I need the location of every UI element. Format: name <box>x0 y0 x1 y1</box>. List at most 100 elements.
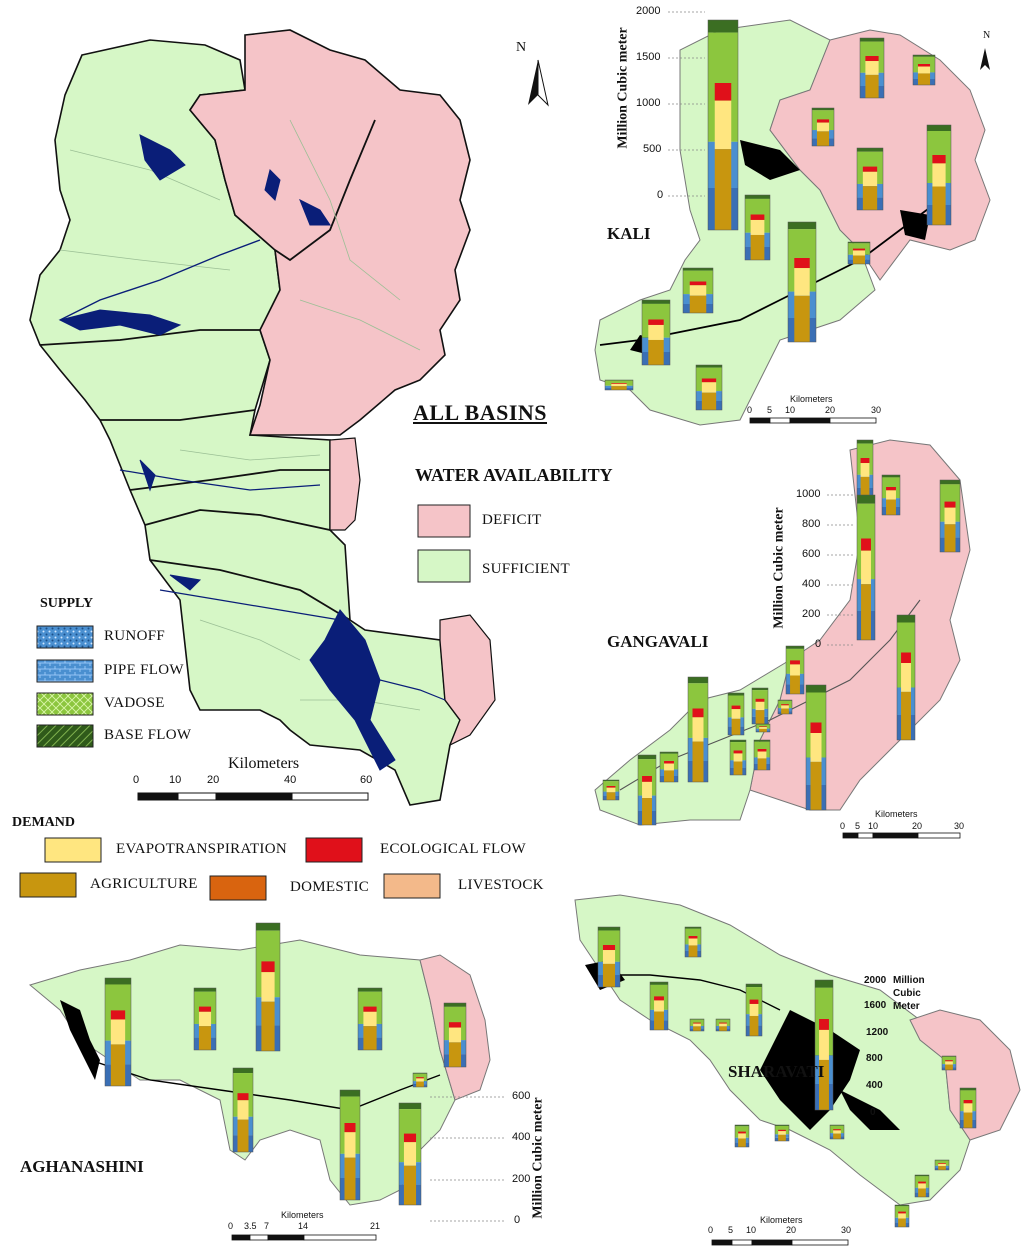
bar-segment <box>932 155 946 164</box>
bar-segment <box>757 758 767 770</box>
bar-segment <box>198 1011 212 1027</box>
agriculture-label: AGRICULTURE <box>90 876 198 892</box>
bar-segment <box>938 1163 946 1164</box>
glyph-outline <box>934 1159 950 1171</box>
bar-segment <box>602 945 616 951</box>
bar-segment <box>654 1000 664 1012</box>
bar-segment <box>898 1211 906 1214</box>
bar-segment <box>730 740 746 743</box>
glyph-outline <box>255 922 281 1052</box>
sharavati-axis-label-line: Million <box>893 975 925 986</box>
sharavati-deficit-region <box>909 1009 1021 1141</box>
bar-segment <box>611 386 627 390</box>
bar-segment <box>810 761 822 810</box>
glyph-outline <box>753 739 771 771</box>
supply-demand-glyph <box>959 1087 977 1129</box>
bar-segment <box>363 1026 377 1050</box>
bar-segment <box>852 255 866 264</box>
glyph-outline <box>689 1018 705 1032</box>
bar-segment <box>901 652 911 663</box>
bar-segment <box>696 365 722 368</box>
glyph-outline <box>659 751 679 783</box>
bar-segment <box>714 83 732 101</box>
supply-demand-glyph <box>232 1067 254 1153</box>
bar-segment <box>945 1064 953 1070</box>
vadose-label: VADOSE <box>104 695 165 711</box>
glyph-outline <box>695 364 723 411</box>
kali-axis-label: Million Cubic meter <box>615 27 631 149</box>
bar-segment <box>757 751 767 759</box>
bar-segment <box>913 55 935 57</box>
bar-segment <box>945 1060 953 1062</box>
basin-boundaries <box>39 119 376 621</box>
glyph-outline <box>104 977 132 1087</box>
bar-segment <box>448 1027 462 1043</box>
bar-segment <box>918 1183 926 1189</box>
bar-segment <box>344 1132 356 1158</box>
bar-segment <box>794 268 810 296</box>
bar-segment <box>683 268 713 271</box>
supply-demand-glyph <box>847 241 871 265</box>
supply-demand-glyph <box>412 1072 428 1088</box>
bar-segment <box>860 476 870 500</box>
bar-segment <box>650 982 668 985</box>
bar-segment <box>895 1205 909 1207</box>
bar-segment <box>963 1112 973 1128</box>
gangavali-axis-tick: 600 <box>802 548 821 560</box>
supply-demand-glyph <box>729 739 747 776</box>
supply-demand-bars <box>104 19 977 1228</box>
runoff-label: RUNOFF <box>104 628 165 644</box>
bar-segment <box>738 1133 746 1139</box>
bar-segment <box>444 1003 466 1007</box>
kali-scale-tick: 20 <box>825 405 836 415</box>
supply-demand-glyph <box>687 676 709 783</box>
aghanashini-scale-tick: 14 <box>298 1221 309 1231</box>
glyph-outline <box>682 267 714 314</box>
bar-segment <box>852 250 866 256</box>
bar-segment <box>781 708 789 714</box>
bar-segment <box>603 780 619 782</box>
main-scale-tick: 10 <box>169 774 182 786</box>
bar-segment <box>344 1157 356 1200</box>
glyph-outline <box>649 981 669 1031</box>
bar-segment <box>654 996 664 1001</box>
aghanashini-scale-tick: 7 <box>264 1221 270 1231</box>
glyph-outline <box>744 194 771 261</box>
agriculture-swatch <box>19 872 77 898</box>
glyph-outline <box>774 1124 790 1142</box>
supply-demand-glyph <box>859 37 885 99</box>
glyph-outline <box>755 723 771 733</box>
glyph-outline <box>637 754 657 826</box>
supply-demand-glyph <box>715 1018 731 1032</box>
bar-segment <box>664 761 674 764</box>
glyph-outline <box>684 926 702 958</box>
bar-segment <box>942 1056 956 1057</box>
bar-segment <box>781 704 789 706</box>
bar-segment <box>733 761 743 775</box>
supply-demand-glyph <box>727 692 745 736</box>
bar-segment <box>810 733 822 762</box>
bar-segment <box>233 1068 253 1074</box>
glyph-outline <box>912 54 936 86</box>
vadose-swatch <box>36 692 94 716</box>
bar-segment <box>865 74 879 98</box>
supply-demand-glyph <box>811 107 835 147</box>
supply-legend-swatches <box>36 625 94 748</box>
bar-segment <box>752 688 768 691</box>
bar-segment <box>714 149 732 230</box>
bar-segment <box>416 1077 424 1079</box>
bar-segment <box>833 1133 841 1139</box>
bar-segment <box>932 186 946 225</box>
glyph-outline <box>727 692 745 736</box>
supply-demand-glyph <box>753 739 771 771</box>
bar-segment <box>781 705 789 709</box>
bar-segment <box>865 61 879 75</box>
glyph-outline <box>959 1087 977 1129</box>
bar-segment <box>848 242 870 244</box>
supply-demand-glyph <box>829 1124 845 1140</box>
bar-segment <box>759 727 767 729</box>
bar-segment <box>692 708 704 718</box>
kali-axis-tick: 1000 <box>636 97 661 109</box>
deficit-swatch <box>417 504 471 538</box>
bar-segment <box>602 963 616 987</box>
